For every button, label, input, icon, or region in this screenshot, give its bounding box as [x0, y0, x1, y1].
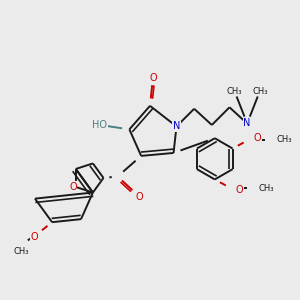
Text: O: O	[254, 133, 262, 143]
Text: CH₃: CH₃	[14, 247, 29, 256]
Text: CH₃: CH₃	[259, 184, 274, 193]
Text: O: O	[136, 192, 143, 202]
Text: O: O	[69, 182, 76, 192]
Text: N: N	[173, 122, 180, 131]
Text: O: O	[149, 73, 157, 83]
Text: O: O	[31, 232, 38, 242]
Text: CH₃: CH₃	[226, 87, 242, 96]
Text: HO: HO	[92, 120, 107, 130]
Text: O: O	[236, 185, 244, 195]
Text: CH₃: CH₃	[277, 135, 292, 144]
Text: N: N	[244, 118, 251, 128]
Text: CH₃: CH₃	[253, 87, 268, 96]
